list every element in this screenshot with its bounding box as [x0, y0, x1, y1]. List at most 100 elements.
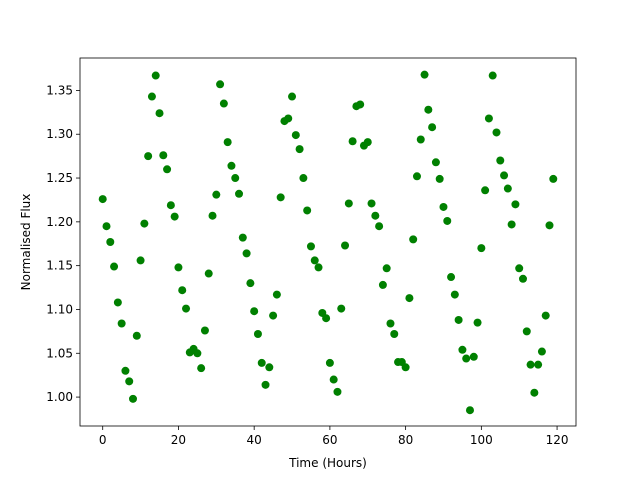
- y-tick-label: 1.20: [46, 215, 73, 229]
- point: [541, 311, 550, 320]
- point: [250, 307, 259, 316]
- point: [477, 244, 486, 253]
- point: [174, 263, 183, 272]
- point: [303, 206, 312, 215]
- point: [163, 165, 172, 174]
- point: [450, 290, 459, 299]
- point: [106, 238, 115, 246]
- point: [246, 279, 255, 288]
- point: [288, 92, 297, 101]
- point: [454, 315, 463, 324]
- point: [238, 233, 247, 242]
- point: [484, 114, 493, 123]
- point: [329, 375, 338, 384]
- point: [428, 123, 437, 132]
- x-tick-label: 40: [247, 433, 262, 447]
- point: [136, 256, 145, 265]
- point: [409, 235, 418, 244]
- point: [253, 330, 262, 338]
- point: [401, 363, 410, 372]
- point: [159, 151, 168, 160]
- point: [537, 347, 546, 356]
- point: [117, 319, 126, 328]
- point: [272, 290, 281, 299]
- point: [420, 70, 429, 79]
- point: [462, 354, 471, 363]
- point: [337, 304, 346, 313]
- x-axis-label: Time (Hours): [288, 456, 367, 470]
- point: [431, 158, 440, 167]
- point: [322, 314, 331, 323]
- point: [121, 366, 130, 375]
- point: [193, 349, 202, 358]
- point: [129, 394, 138, 403]
- y-tick-label: 1.25: [46, 171, 73, 185]
- point: [348, 137, 357, 146]
- point: [178, 286, 187, 295]
- point: [386, 319, 395, 328]
- point: [204, 269, 213, 278]
- point: [216, 80, 225, 89]
- point: [314, 263, 323, 272]
- x-tick-label: 60: [322, 433, 337, 447]
- point: [534, 360, 543, 369]
- y-tick-label: 1.00: [46, 390, 73, 404]
- point: [511, 200, 520, 209]
- point: [435, 174, 444, 183]
- y-tick-label: 1.05: [46, 346, 73, 360]
- point: [113, 298, 122, 307]
- point: [405, 294, 414, 303]
- point: [515, 264, 524, 273]
- point: [227, 161, 236, 170]
- point: [212, 190, 221, 199]
- point: [284, 114, 293, 123]
- point: [522, 327, 531, 336]
- point: [295, 145, 304, 154]
- point: [235, 189, 244, 198]
- point: [412, 172, 421, 181]
- point: [341, 241, 350, 250]
- point: [333, 387, 342, 396]
- point: [439, 202, 448, 211]
- point: [265, 363, 274, 372]
- point: [530, 388, 539, 397]
- point: [344, 199, 353, 208]
- point: [200, 326, 209, 335]
- y-tick-label: 1.35: [46, 83, 73, 97]
- point: [269, 311, 278, 320]
- point: [299, 174, 308, 183]
- point: [416, 135, 425, 144]
- point: [488, 71, 497, 80]
- point: [465, 406, 474, 415]
- point: [481, 186, 490, 195]
- x-tick-label: 100: [470, 433, 493, 447]
- point: [140, 219, 149, 228]
- point: [257, 358, 266, 367]
- point: [144, 152, 153, 161]
- point: [424, 105, 433, 114]
- point: [375, 222, 384, 231]
- point: [306, 242, 315, 251]
- point: [382, 264, 391, 273]
- point: [496, 156, 505, 165]
- point: [182, 304, 191, 313]
- point: [371, 211, 380, 220]
- x-tick-label: 80: [398, 433, 413, 447]
- y-tick-label: 1.10: [46, 302, 73, 316]
- point: [526, 360, 535, 369]
- point: [492, 128, 501, 137]
- point: [469, 352, 478, 361]
- x-tick-label: 20: [171, 433, 186, 447]
- point: [223, 138, 232, 147]
- point: [367, 199, 376, 208]
- point: [507, 220, 516, 229]
- point: [219, 99, 228, 108]
- point: [545, 221, 554, 230]
- point: [147, 92, 156, 101]
- point: [197, 364, 206, 373]
- x-tick-label: 120: [546, 433, 569, 447]
- point: [208, 211, 217, 220]
- point: [151, 71, 160, 80]
- point: [310, 256, 319, 265]
